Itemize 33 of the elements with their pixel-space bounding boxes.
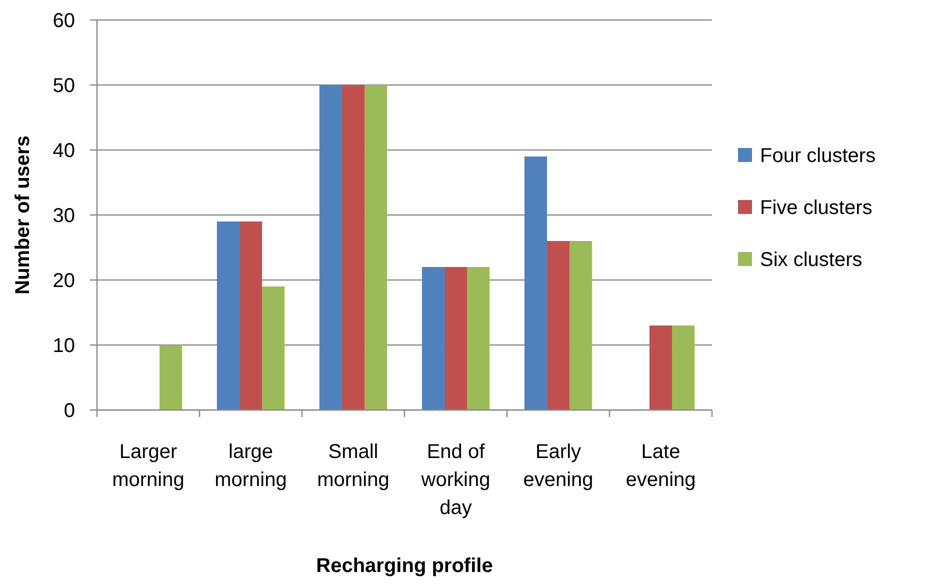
x-tick-label: Small morning <box>317 441 390 491</box>
y-tick-label: 20 <box>52 270 75 292</box>
bar <box>467 267 490 410</box>
y-tick-label: 60 <box>52 10 75 32</box>
bar <box>570 241 592 410</box>
x-tick-label: End of working day <box>420 441 490 519</box>
bar <box>262 286 285 410</box>
legend-label: Six clusters <box>760 249 862 271</box>
bar <box>649 326 672 410</box>
bar <box>364 85 388 410</box>
y-tick-label: 30 <box>52 205 75 227</box>
bar <box>546 241 570 410</box>
bar <box>524 156 547 410</box>
legend-label: Five clusters <box>760 197 872 219</box>
y-tick-label: 10 <box>52 335 75 357</box>
bar <box>444 267 468 410</box>
x-tick-label: Early evening <box>523 441 594 491</box>
bar <box>342 85 365 410</box>
y-tick-label: 50 <box>52 75 75 97</box>
bar <box>319 85 342 410</box>
x-tick-label: Late evening <box>626 441 696 491</box>
bar <box>239 222 262 410</box>
bar <box>672 326 695 410</box>
y-tick-label: 40 <box>52 140 75 162</box>
x-tick-label: large morning <box>214 441 287 491</box>
x-axis-title: Recharging profile <box>316 555 493 577</box>
bar <box>160 345 182 410</box>
y-axis-title: Number of users <box>12 136 34 294</box>
x-tick-label: Larger morning <box>112 441 184 491</box>
bar <box>216 222 240 410</box>
legend-label: Four clusters <box>760 145 876 167</box>
bar <box>422 267 444 410</box>
y-tick-label: 0 <box>64 400 75 422</box>
